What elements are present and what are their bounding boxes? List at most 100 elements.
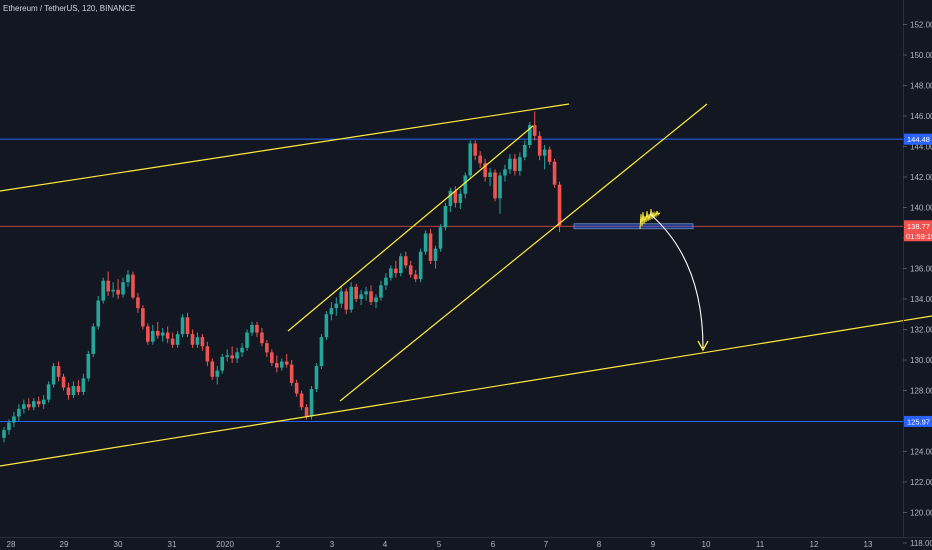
candle-body [289, 364, 294, 383]
candle-body [76, 385, 81, 393]
price-tick-label: 132.00 [910, 326, 932, 335]
candle-body [7, 422, 11, 431]
candle-body [314, 366, 319, 389]
supply-zone-box [573, 223, 694, 230]
candle-body [200, 337, 205, 347]
candle-body [136, 297, 140, 309]
price-tick-label: 128.00 [910, 387, 932, 396]
candle-body [527, 125, 532, 145]
candle-body [329, 308, 334, 315]
candle-body [46, 384, 51, 400]
candle-body [155, 331, 160, 336]
candle-body [116, 289, 120, 295]
candle-body [27, 404, 31, 408]
projection-arrow-curve [649, 213, 704, 349]
last-price-badge: 138.77 [907, 222, 930, 231]
resistance-price-badge-bg [904, 133, 932, 145]
candle-body [547, 149, 552, 162]
price-tick-label: 118.00 [910, 539, 932, 548]
time-tick-label: 6 [491, 540, 496, 549]
candle-body [270, 352, 274, 364]
candle-body [503, 169, 507, 176]
price-tick-label: 152.00 [910, 21, 932, 30]
price-tick-label: 148.00 [910, 82, 932, 91]
candle-body [374, 297, 378, 303]
time-tick-label: 11 [756, 540, 765, 549]
chart-title: Ethereum / TetherUS, 120, BINANCE [3, 4, 135, 13]
last-price-badge-bg [904, 220, 932, 242]
price-tick-label: 120.00 [910, 509, 932, 518]
candle-body [448, 190, 453, 206]
candle-body [215, 370, 220, 377]
candle-body [349, 286, 353, 310]
channel-top-line [287, 125, 534, 332]
candle-body [324, 314, 329, 338]
candle-body [131, 274, 135, 298]
candle-body [230, 355, 234, 359]
candle-body [294, 382, 299, 394]
price-tick-label: 146.00 [910, 112, 932, 121]
candle-body [225, 355, 229, 357]
candle-body [141, 308, 145, 327]
candle-body [121, 282, 125, 295]
price-tick-label: 136.00 [910, 265, 932, 274]
candle-body [175, 334, 180, 345]
candle-body [428, 233, 433, 261]
countdown-label: 01:59:19 [906, 232, 932, 241]
price-tick-label: 124.00 [910, 448, 932, 457]
candle-body [468, 143, 473, 176]
candle-body [423, 233, 428, 252]
candle-body [418, 251, 423, 280]
candle-body [106, 280, 110, 292]
candle-body [275, 363, 279, 368]
candle-body [443, 205, 448, 228]
time-axis[interactable]: 28 29 30 31 2020 2 3 4 5 6 7 8 9 10 11 12 13 [0, 537, 932, 550]
candle-body [170, 338, 175, 345]
candle-body [91, 326, 96, 354]
candle-body [111, 289, 115, 292]
candle-body [250, 324, 254, 333]
candle-body [190, 334, 195, 345]
candle-body [359, 294, 363, 299]
candle-body [399, 256, 403, 274]
time-tick-label: 2 [276, 540, 281, 549]
candle-body [22, 404, 26, 409]
candle-body [240, 347, 244, 353]
candle-body [403, 256, 408, 266]
price-tick-label: 134.00 [910, 295, 932, 304]
candle-body [334, 303, 339, 309]
candle-body [478, 155, 482, 164]
candle-body [369, 291, 373, 303]
candle-body [96, 300, 101, 327]
time-tick-label: 12 [810, 540, 819, 549]
candle-body [17, 408, 21, 417]
candle-body [260, 332, 264, 344]
time-tick-label: 28 [7, 540, 16, 549]
candle-body [160, 332, 165, 336]
candle-body [86, 353, 91, 379]
candle-body [81, 378, 86, 393]
candle-body [379, 285, 383, 298]
time-tick-label: 2020 [216, 540, 234, 549]
candle-body [36, 401, 41, 405]
candle-body [458, 193, 463, 203]
candle-body [56, 366, 61, 377]
candle-body [483, 163, 487, 177]
candle-body [265, 343, 269, 353]
lower-trendline [0, 315, 932, 467]
candle-body [245, 332, 249, 348]
candle-body [235, 352, 239, 359]
candle-body [394, 268, 398, 274]
candle-body [354, 286, 358, 299]
candle-body [319, 337, 324, 367]
candle-body [61, 376, 66, 388]
candle-body [473, 143, 477, 156]
candle-body [51, 366, 56, 385]
price-tick-label: 142.00 [910, 173, 932, 182]
time-tick-label: 4 [383, 540, 388, 549]
time-tick-label: 10 [702, 540, 711, 549]
